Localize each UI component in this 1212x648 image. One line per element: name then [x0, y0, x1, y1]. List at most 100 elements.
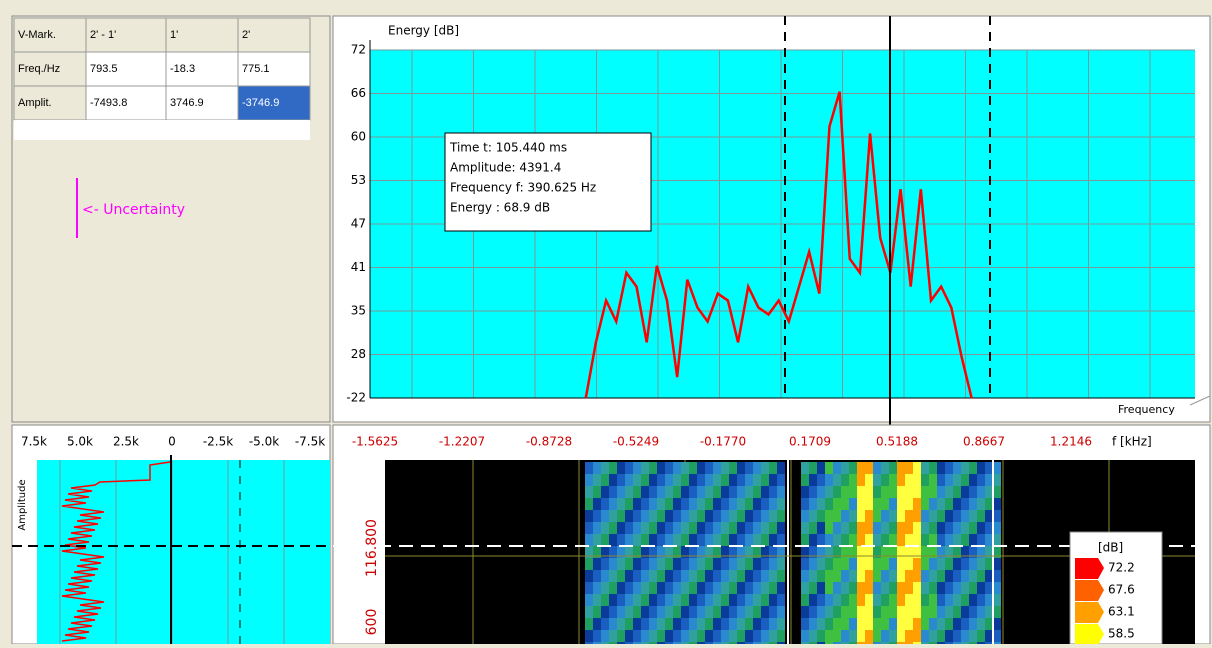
spectrogram-cell: [585, 606, 593, 618]
spectrogram-cell: [713, 462, 721, 474]
amplitude-trace: [61, 461, 171, 642]
spectrogram-cell: [609, 546, 617, 558]
spectrogram-cell: [649, 486, 657, 498]
spectrogram-cell: [649, 594, 657, 606]
spectrogram-cell: [673, 474, 681, 486]
spectrogram-cell: [729, 618, 737, 630]
spectrogram-cell: [993, 474, 1001, 486]
spectrogram-cell: [769, 570, 777, 582]
spectrogram-cell: [969, 486, 977, 498]
spectrogram-cell: [593, 570, 601, 582]
spectrogram-cell: [761, 582, 769, 594]
spectrogram-cell: [681, 474, 689, 486]
spectrogram-cell: [969, 522, 977, 534]
spectrogram-cell: [897, 462, 905, 474]
spectrogram-cell: [897, 606, 905, 618]
spectrogram-cell: [897, 486, 905, 498]
spectrogram-cell: [945, 618, 953, 630]
spectrogram-cell: [673, 510, 681, 522]
spectrogram-cell: [993, 546, 1001, 558]
spectrogram-cell: [913, 594, 921, 606]
table-footer: [14, 120, 310, 140]
spectrogram-cell: [713, 486, 721, 498]
spectrogram-cell: [641, 606, 649, 618]
spectrogram-cell: [585, 486, 593, 498]
spectrogram-cell: [953, 474, 961, 486]
spectrogram-cell: [841, 582, 849, 594]
spectrogram-cell: [777, 462, 785, 474]
spectrogram-cell: [625, 570, 633, 582]
y-tick-label: 41: [351, 260, 366, 274]
spectrogram-cell: [681, 606, 689, 618]
spectrogram-cell: [945, 606, 953, 618]
spectrogram-cell: [993, 582, 1001, 594]
spectrogram-cell: [945, 546, 953, 558]
spectrogram-cell: [705, 618, 713, 630]
spectrogram-cell: [753, 618, 761, 630]
spectrogram-cell: [873, 606, 881, 618]
spectrogram-cell: [825, 570, 833, 582]
spectrogram-cell: [865, 462, 873, 474]
spectrogram-cell: [641, 474, 649, 486]
spectrogram-cell: [673, 606, 681, 618]
spectrogram-cell: [881, 498, 889, 510]
spectrogram-cell: [625, 630, 633, 642]
spectrogram-cell: [953, 618, 961, 630]
spectrogram-cell: [641, 570, 649, 582]
spectrogram-cell: [673, 522, 681, 534]
spectrogram-cell: [841, 474, 849, 486]
spectrogram-cell: [721, 570, 729, 582]
spectrogram-cell: [857, 522, 865, 534]
spectrogram-cell: [873, 462, 881, 474]
spectrogram-cell: [737, 558, 745, 570]
spectrogram-cell: [961, 606, 969, 618]
spectrogram-cell: [921, 534, 929, 546]
spectrogram-cell: [833, 582, 841, 594]
spectrogram-cell: [881, 606, 889, 618]
spectrogram-cell: [665, 486, 673, 498]
spectrogram-cell: [985, 558, 993, 570]
spectrogram-cell: [865, 582, 873, 594]
spectrogram-cell: [913, 558, 921, 570]
spectrogram-cell: [665, 606, 673, 618]
spectrogram-cell: [809, 534, 817, 546]
spectrogram-cell: [601, 570, 609, 582]
spectrogram-cell: [961, 534, 969, 546]
spectrogram-cell: [737, 594, 745, 606]
spectrogram-cell: [609, 510, 617, 522]
spectrogram-cell: [985, 534, 993, 546]
spectrogram-cell: [737, 534, 745, 546]
spectrogram-cell: [609, 462, 617, 474]
spectrogram-cell: [705, 594, 713, 606]
spectrogram-cell: [929, 594, 937, 606]
spectrogram-cell: [961, 630, 969, 642]
spectrogram-cell: [761, 474, 769, 486]
spectrogram-cell: [809, 606, 817, 618]
spectrogram-cell: [641, 462, 649, 474]
spectrogram-cell: [921, 594, 929, 606]
spectrogram-cell: [649, 630, 657, 642]
spectrogram-cell: [865, 522, 873, 534]
spectrogram-cell: [633, 594, 641, 606]
spectrogram-cell: [737, 498, 745, 510]
spectrogram-cell: [977, 462, 985, 474]
spectrogram-cell: [617, 474, 625, 486]
spectrogram-cell: [697, 498, 705, 510]
spectrogram-cell: [993, 510, 1001, 522]
table-cell: [85, 17, 167, 53]
spectrogram-cell: [721, 462, 729, 474]
spectrogram-cell: [705, 510, 713, 522]
spectrogram-cell: [753, 570, 761, 582]
spectrogram-cell: [849, 630, 857, 642]
spectrogram-cell: [977, 582, 985, 594]
spectrogram-cell: [593, 630, 601, 642]
spectrogram-cell: [993, 522, 1001, 534]
spectrogram-cell: [721, 630, 729, 642]
spectrogram-cell: [649, 522, 657, 534]
spectrogram-cell: [705, 630, 713, 642]
spectrogram-cell: [729, 546, 737, 558]
spectrogram-cell: [929, 498, 937, 510]
spectrogram-cell: [753, 522, 761, 534]
spectrogram-cell: [633, 582, 641, 594]
spectrogram-cell: [713, 630, 721, 642]
